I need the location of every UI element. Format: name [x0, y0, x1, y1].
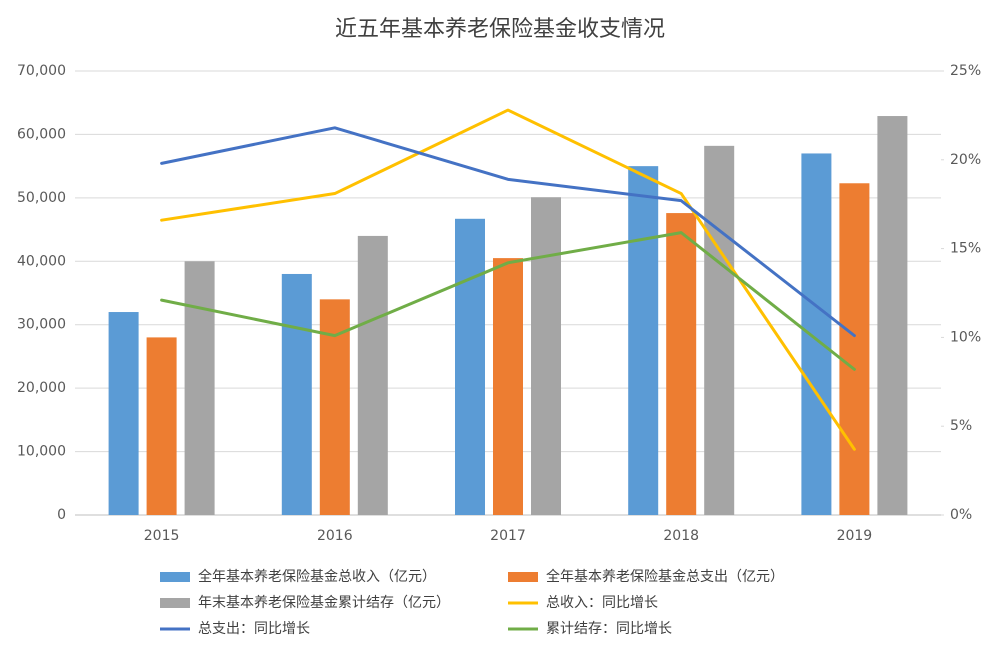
y-tick-label: 0	[57, 507, 66, 523]
legend-swatch	[508, 572, 538, 582]
y-tick-label: 40,000	[17, 253, 66, 269]
y-tick-label: 30,000	[17, 317, 66, 333]
legend-label: 全年基本养老保险基金总收入（亿元）	[198, 568, 436, 585]
legend-swatch	[160, 598, 190, 608]
legend-label: 总支出：同比增长	[198, 621, 310, 637]
bar	[357, 235, 388, 515]
bar	[666, 213, 697, 515]
y-tick-label: 50,000	[17, 190, 66, 206]
bar	[531, 197, 561, 516]
chart-title: 近五年基本养老保险基金收支情况	[335, 17, 665, 42]
bar	[493, 258, 523, 515]
y2-tick-label: 0%	[950, 507, 972, 523]
legend-swatch	[160, 572, 190, 582]
bar	[281, 273, 312, 515]
bar	[146, 337, 177, 515]
y2-tick-label: 10%	[950, 329, 981, 345]
y-tick-label: 60,000	[17, 126, 66, 142]
bar	[877, 116, 908, 515]
bar	[628, 166, 659, 515]
legend-label: 总收入：同比增长	[546, 595, 658, 611]
line	[160, 126, 856, 338]
y-tick-label: 70,000	[17, 63, 66, 79]
x-tick-label: 2018	[663, 528, 699, 544]
bar	[184, 261, 215, 515]
bar	[839, 183, 870, 516]
bar	[455, 218, 485, 515]
x-tick-label: 2016	[317, 528, 353, 544]
y2-tick-label: 25%	[950, 63, 981, 79]
line	[160, 231, 856, 371]
y-tick-label: 10,000	[17, 444, 66, 460]
legend-label: 年末基本养老保险基金累计结存（亿元）	[198, 594, 450, 611]
bar	[108, 312, 139, 515]
y2-tick-label: 5%	[950, 418, 972, 434]
legend-label: 累计结存：同比增长	[546, 621, 672, 637]
legend-label: 全年基本养老保险基金总支出（亿元）	[546, 568, 784, 585]
x-tick-label: 2015	[144, 528, 180, 544]
x-tick-label: 2019	[837, 528, 873, 544]
y-tick-label: 20,000	[17, 380, 66, 396]
x-tick-label: 2017	[490, 528, 526, 544]
y2-tick-label: 15%	[950, 241, 981, 257]
bar	[704, 145, 735, 516]
bar	[801, 153, 832, 515]
y2-tick-label: 20%	[950, 152, 981, 168]
